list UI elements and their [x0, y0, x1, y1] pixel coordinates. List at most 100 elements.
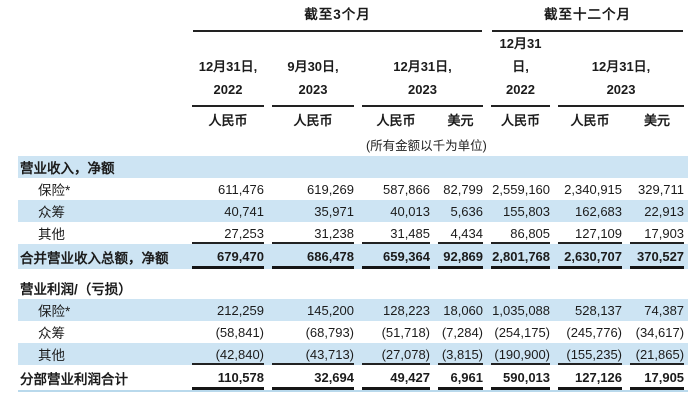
financial-segment-table: 截至3个月 截至十二个月 12月31日, 2022 9月30日, 2023 12…: [18, 0, 689, 392]
date-line: 2023: [606, 82, 636, 97]
value-cell: 17,903: [626, 222, 688, 244]
value-cell: 92,869: [434, 244, 487, 269]
value-cell: 155,803: [503, 203, 551, 219]
value-cell: 18,060: [443, 302, 484, 318]
date-line: 9月30日,: [287, 59, 339, 74]
row-label: 其他: [38, 227, 65, 242]
period-group-three-months: 截至3个月: [188, 0, 487, 32]
date-line: 12月31日,: [198, 59, 258, 74]
table-row-insurance-profit: 保险* 212,259 145,200 128,223 18,060 1,035…: [18, 299, 689, 321]
value-cell: 4,434: [434, 222, 487, 244]
value-cell: (42,840): [188, 343, 268, 365]
value-cell: (7,284): [441, 324, 484, 340]
value-cell: (254,175): [494, 324, 551, 340]
value-cell: 370,527: [626, 244, 688, 269]
value-cell: (68,793): [305, 324, 354, 340]
value-cell: 40,741: [224, 203, 264, 219]
units-note-row: (所有金额以千为单位): [18, 132, 688, 156]
table-row-total-segment-profit: 分部营业利润合计 110,578 32,694 49,427 6,961 590…: [18, 365, 689, 392]
total-row-label: 合并营业收入总额，净额: [20, 250, 169, 266]
value-cell: 6,961: [434, 365, 488, 392]
value-cell: 679,470: [188, 244, 268, 269]
value-cell: 587,866: [383, 181, 430, 197]
total-row-label: 分部营业利润合计: [18, 365, 188, 392]
value-cell: 619,269: [307, 181, 354, 197]
table-row-operating-profit-section: 营业利润/（亏损）: [18, 277, 688, 299]
value-cell: 2,559,160: [492, 181, 551, 197]
value-cell: 49,427: [358, 365, 434, 392]
row-label: 众筹: [38, 326, 65, 341]
date-line: 日,: [512, 59, 529, 74]
value-cell: 145,200: [307, 302, 354, 318]
value-cell: 2,801,768: [487, 244, 554, 269]
empty-corner-cell: [18, 0, 188, 32]
value-cell: 31,485: [358, 222, 434, 244]
date-line: 12月31: [499, 36, 542, 51]
value-cell: 17,905: [626, 365, 689, 392]
table-row-revenue-section: 营业收入，净额: [18, 156, 689, 178]
col-header-dec-2022-fy: 12月31 日, 2022: [487, 32, 554, 107]
table-row-crowdfunding-profit: 众筹 (58,841) (68,793) (51,718) (7,284) (2…: [18, 321, 688, 343]
value-cell: 22,913: [644, 203, 685, 219]
financial-segment-table-container: 截至3个月 截至十二个月 12月31日, 2022 9月30日, 2023 12…: [18, 0, 689, 392]
section-spacer: [18, 269, 688, 277]
col-header-dec-2022: 12月31日, 2022: [188, 32, 268, 107]
value-cell: (155,235): [554, 343, 626, 365]
value-cell: 528,137: [575, 302, 623, 318]
period-group-label: 截至十二个月: [492, 3, 684, 32]
value-cell: 212,259: [217, 302, 264, 318]
value-cell: (21,865): [626, 343, 688, 365]
period-group-row: 截至3个月 截至十二个月: [18, 0, 688, 32]
value-cell: 127,109: [554, 222, 626, 244]
date-line: 2023: [298, 82, 328, 97]
empty-label-cell: [18, 32, 188, 107]
date-line: 2022: [506, 82, 535, 97]
value-cell: (58,841): [215, 324, 264, 340]
value-cell: (3,815): [434, 343, 487, 365]
table-row-total-revenue: 合并营业收入总额，净额 679,470 686,478 659,364 92,8…: [18, 244, 689, 269]
value-cell: 2,630,707: [554, 244, 626, 269]
col-header-dec-2023-q: 12月31日, 2023: [358, 32, 487, 107]
date-line: 12月31日,: [591, 59, 651, 74]
date-header-row: 12月31日, 2022 9月30日, 2023 12月31日, 2023 12…: [18, 32, 688, 107]
units-note: (所有金额以千为单位): [366, 138, 487, 153]
value-cell: 86,805: [487, 222, 554, 244]
currency-header: 美元: [644, 113, 671, 128]
period-group-label: 截至3个月: [193, 3, 483, 32]
currency-header: 人民币: [293, 113, 333, 128]
col-header-sep-2023: 9月30日, 2023: [268, 32, 358, 107]
period-group-twelve-months: 截至十二个月: [487, 0, 688, 32]
value-cell: 590,013: [487, 365, 555, 392]
table-row-insurance-revenue: 保险* 611,476 619,269 587,866 82,799 2,559…: [18, 178, 688, 200]
value-cell: 40,013: [390, 203, 430, 219]
value-cell: (27,078): [358, 343, 434, 365]
date-line: 2022: [213, 82, 243, 97]
row-label: 众筹: [38, 205, 65, 220]
value-cell: (190,900): [487, 343, 554, 365]
col-header-dec-2023-fy: 12月31日, 2023: [554, 32, 688, 107]
date-line: 2023: [408, 82, 437, 97]
value-cell: 82,799: [443, 181, 484, 197]
value-cell: 659,364: [358, 244, 434, 269]
value-cell: 162,683: [575, 203, 623, 219]
value-cell: 2,340,915: [564, 181, 623, 197]
value-cell: (245,776): [566, 324, 623, 340]
table-row-other-revenue: 其他 27,253 31,238 31,485 4,434 86,805 127…: [18, 222, 688, 244]
section-header-label: 营业收入，净额: [20, 161, 115, 176]
value-cell: 110,578: [188, 365, 268, 392]
value-cell: 611,476: [217, 181, 264, 197]
value-cell: (51,718): [381, 324, 430, 340]
row-label: 保险*: [38, 183, 71, 198]
value-cell: (43,713): [268, 343, 358, 365]
currency-header: 美元: [447, 113, 474, 128]
value-cell: 35,971: [314, 203, 354, 219]
value-cell: 74,387: [644, 302, 685, 318]
value-cell: (34,617): [635, 324, 685, 340]
value-cell: 5,636: [450, 203, 484, 219]
empty-cell: [18, 132, 358, 156]
value-cell: 32,694: [268, 365, 358, 392]
row-label: 其他: [38, 348, 65, 363]
currency-header: 人民币: [376, 113, 416, 128]
empty-label-cell: [18, 107, 188, 132]
table-row-crowdfunding-revenue: 众筹 40,741 35,971 40,013 5,636 155,803 16…: [18, 200, 689, 222]
